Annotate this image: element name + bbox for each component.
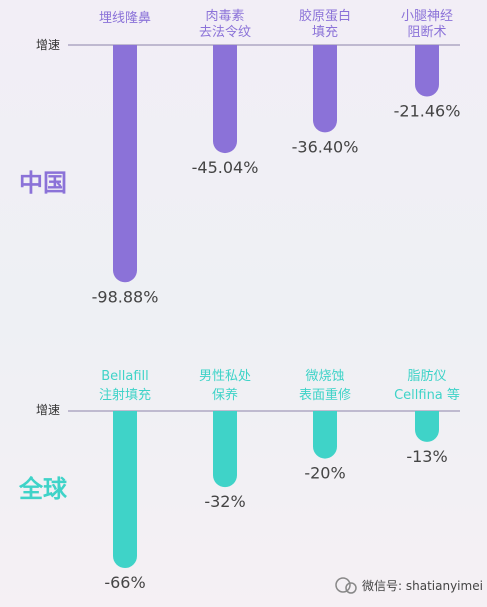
- value-label: -21.46%: [394, 102, 461, 121]
- account-tag: 微信号: shatianyimei: [335, 577, 483, 594]
- value-label: -32%: [204, 492, 245, 511]
- bar: [415, 45, 439, 97]
- category-label: 阻断术: [407, 25, 446, 40]
- category-label: 脂肪仪: [407, 368, 446, 384]
- axis-label: 增速: [36, 403, 60, 417]
- category-label: 去法令纹: [199, 25, 251, 40]
- value-label: -13%: [406, 447, 447, 466]
- category-label: 注射填充: [99, 387, 151, 403]
- wechat-icon-bubble: [345, 582, 357, 594]
- category-label: 埋线隆鼻: [99, 10, 151, 26]
- value-label: -98.88%: [92, 287, 159, 306]
- value-label: -45.04%: [192, 158, 259, 177]
- region-label: 全球: [18, 475, 68, 503]
- account-text: 微信号: shatianyimei: [362, 579, 483, 593]
- region-label: 中国: [19, 169, 67, 197]
- category-label: 表面重修: [299, 387, 351, 403]
- bar: [313, 45, 337, 133]
- category-label: 胶原蛋白: [299, 8, 351, 24]
- bar: [213, 411, 237, 488]
- category-label: 肉毒素: [205, 9, 244, 24]
- bar: [415, 411, 439, 442]
- axis-label: 增速: [36, 38, 60, 52]
- wechat-icon: [335, 577, 351, 593]
- category-label: 男性私处: [199, 369, 251, 384]
- bar: [213, 45, 237, 154]
- bar: [113, 411, 137, 568]
- bar: [113, 45, 137, 283]
- category-label: Cellfina 等: [394, 387, 460, 403]
- value-label: -20%: [304, 464, 345, 483]
- category-label: 小腿神经: [401, 9, 453, 24]
- category-label: 填充: [312, 24, 338, 40]
- category-label: Bellafill: [101, 369, 149, 384]
- category-label: 保养: [212, 387, 238, 403]
- category-label: 微烧蚀: [305, 369, 344, 384]
- value-label: -36.40%: [292, 137, 359, 156]
- bar: [313, 411, 337, 459]
- value-label: -66%: [104, 573, 145, 592]
